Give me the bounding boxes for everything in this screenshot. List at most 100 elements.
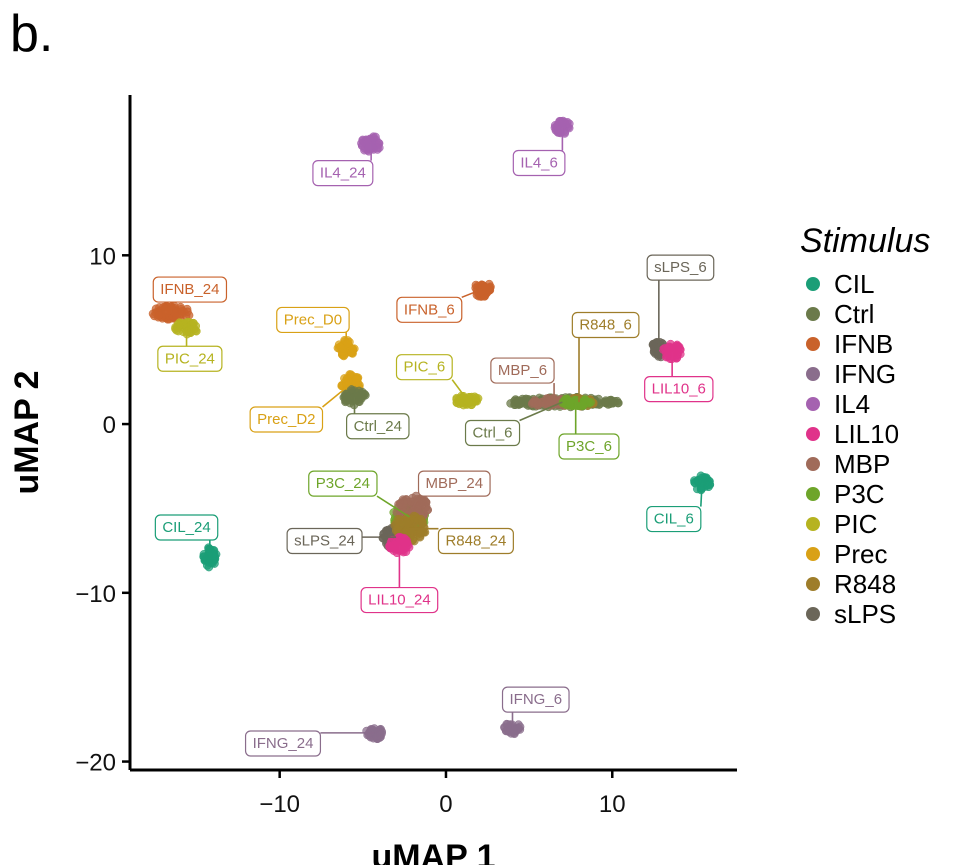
legend-entry: P3C <box>800 479 930 509</box>
label-prec-d0: Prec_D0 <box>276 306 350 334</box>
cluster-label-box <box>464 419 521 447</box>
y-tick-label: −10 <box>75 581 116 608</box>
legend-label: PIC <box>834 508 878 539</box>
cluster-label-text: IFNB_24 <box>160 281 219 298</box>
cluster-label-box <box>249 406 324 433</box>
legend-label: IFNG <box>834 358 897 389</box>
cluster-label-text: Ctrl_6 <box>473 425 513 442</box>
legend-swatch <box>806 577 820 591</box>
points-layer <box>148 116 715 744</box>
label-mbp-24: MBP_24 <box>417 470 491 497</box>
legend-swatch <box>806 457 820 471</box>
leader-line <box>451 379 469 401</box>
label-r848-24: R848_24 <box>437 527 514 555</box>
data-point <box>554 125 563 134</box>
cluster-label-text: LIL10_6 <box>652 381 706 398</box>
cluster-label-box <box>490 357 555 384</box>
cluster-label-text: PIC_24 <box>165 350 215 367</box>
data-point <box>541 399 550 409</box>
label-pic-24: PIC_24 <box>157 345 223 372</box>
cluster-label-text: sLPS_6 <box>654 259 707 276</box>
legend-entry: MBP <box>800 449 930 479</box>
cluster-label-text: CIL_6 <box>654 511 694 528</box>
umap-scatter-plot: IL4_24 IL4_6 IFNB_24 IFNB_6 PIC_24 PIC_6 Prec_… <box>8 95 737 865</box>
label-p3c-6: P3C_6 <box>558 433 620 460</box>
legend-label: Prec <box>834 538 888 569</box>
cluster-label-box <box>276 306 350 334</box>
cluster-label-box <box>437 527 514 555</box>
cluster-label-box <box>417 470 491 497</box>
x-tick-label: −10 <box>259 791 300 818</box>
data-point <box>336 342 345 352</box>
x-tick-label: 0 <box>439 791 452 818</box>
legend-title: Stimulus <box>800 222 931 260</box>
cluster-label-box <box>395 354 453 381</box>
data-point <box>374 139 384 148</box>
cluster-cil-6 <box>690 471 715 495</box>
legend-entry: sLPS <box>800 599 930 629</box>
cluster-label-text: MBP_24 <box>426 475 484 492</box>
legend-swatch <box>806 337 820 351</box>
legend-entry: IL4 <box>800 389 930 419</box>
label-ifnb-6: IFNB_6 <box>396 296 463 323</box>
y-tick-label: 10 <box>89 243 116 270</box>
label-slps-24: sLPS_24 <box>286 527 363 555</box>
cluster-label-text: LIL10_24 <box>368 592 431 609</box>
data-point <box>481 282 490 292</box>
cluster-label-box <box>312 160 374 187</box>
cluster-label-box <box>346 413 410 440</box>
label-cil-6: CIL_6 <box>646 505 702 533</box>
data-point <box>164 306 173 315</box>
legend-swatch <box>806 487 820 501</box>
cluster-label-box <box>360 586 439 614</box>
label-pic-6: PIC_6 <box>395 354 453 381</box>
cluster-label-text: IFNG_24 <box>253 735 314 752</box>
label-lil10-24: LIL10_24 <box>360 586 439 614</box>
cluster-label-text: MBP_6 <box>498 362 547 379</box>
cluster-label-text: IFNG_6 <box>510 691 563 708</box>
data-point <box>177 306 187 316</box>
data-point <box>514 396 523 405</box>
data-point <box>418 518 427 528</box>
data-point <box>357 394 366 403</box>
cluster-label-text: Prec_D0 <box>284 311 342 328</box>
label-il4-24: IL4_24 <box>312 160 374 187</box>
legend-entry: PIC <box>800 509 930 539</box>
label-il4-6: IL4_6 <box>512 149 566 177</box>
cluster-label-box <box>308 470 378 497</box>
cluster-label-box <box>558 433 620 460</box>
leader-line <box>700 483 703 507</box>
label-r848-6: R848_6 <box>571 311 640 339</box>
cluster-label-box <box>646 505 702 533</box>
label-ifng-6: IFNG_6 <box>501 686 570 713</box>
data-point <box>154 311 164 320</box>
y-axis-title: uMAP 2 <box>8 370 46 494</box>
x-tick-label: 10 <box>599 791 626 818</box>
legend-label: R848 <box>834 568 897 599</box>
leader-line <box>411 495 420 509</box>
data-point <box>455 397 465 407</box>
legend-label: LIL10 <box>834 418 900 449</box>
data-point <box>188 318 198 328</box>
data-point <box>348 344 358 354</box>
data-point <box>690 478 700 488</box>
cluster-prec-d0 <box>333 336 359 361</box>
cluster-label-box <box>244 730 322 757</box>
label-lil10-6: LIL10_6 <box>644 376 714 403</box>
data-point <box>370 724 379 733</box>
legend-swatch <box>806 277 820 291</box>
data-point <box>471 393 481 403</box>
data-point <box>400 539 410 548</box>
label-ctrl-6: Ctrl_6 <box>464 419 521 447</box>
cluster-label-text: P3C_6 <box>566 438 612 455</box>
legend-label: sLPS <box>834 598 897 629</box>
label-cil-24: CIL_24 <box>154 514 219 541</box>
cluster-labels-layer: IL4_24 IL4_6 IFNB_24 IFNB_6 PIC_24 PIC_6 Prec_… <box>152 149 715 757</box>
cluster-label-text: Prec_D2 <box>257 411 315 428</box>
legend-label: P3C <box>834 478 885 509</box>
legend-entry: Prec <box>800 539 930 569</box>
cluster-label-box <box>512 149 566 177</box>
legend-entry: CIL <box>800 269 930 299</box>
legend-entry: R848 <box>800 569 930 599</box>
data-point <box>402 518 411 527</box>
